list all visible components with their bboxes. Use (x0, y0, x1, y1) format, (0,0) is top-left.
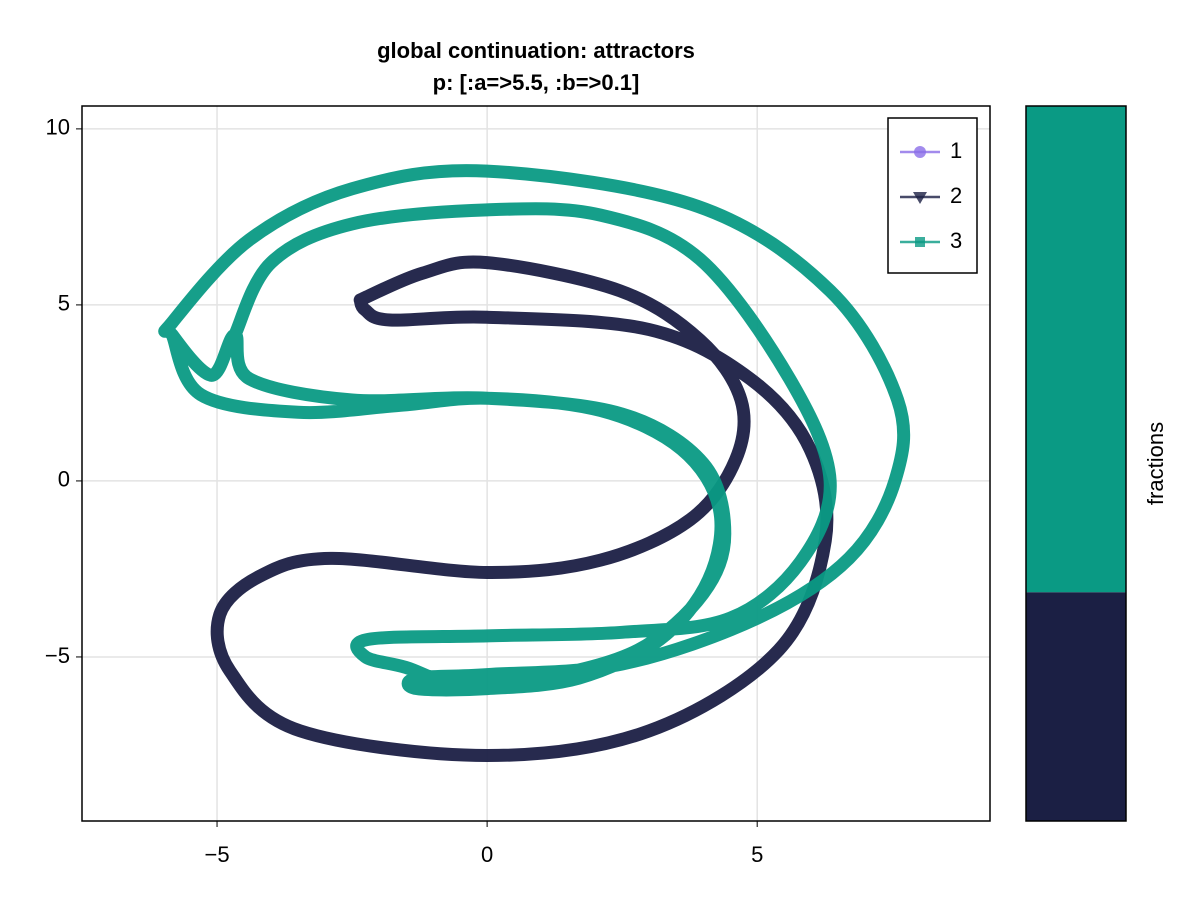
chart-title: global continuation: attractors (377, 38, 695, 63)
bar-frame (1025, 105, 1127, 822)
plot-area (158, 164, 911, 763)
legend-label: 2 (950, 183, 962, 208)
x-tick-label: −5 (204, 842, 229, 867)
y-tick-label: 10 (46, 115, 70, 140)
fraction-bar (1026, 106, 1126, 593)
y-tick-label: −5 (45, 643, 70, 668)
legend-marker (915, 237, 925, 247)
legend-marker (914, 146, 926, 158)
plot-frame (81, 105, 991, 822)
y-tick-label: 0 (58, 467, 70, 492)
y-tick-label: 5 (58, 291, 70, 316)
fraction-bar (1026, 592, 1126, 821)
legend-label: 1 (950, 138, 962, 163)
legend-marker (913, 192, 927, 204)
bar-label: fractions (1143, 422, 1168, 505)
legend-label: 3 (950, 228, 962, 253)
chart-subtitle: p: [:a=>5.5, :b=>0.1] (433, 70, 640, 95)
legend-box (887, 117, 978, 274)
attractor-line (210, 255, 834, 763)
x-tick-label: 0 (481, 842, 493, 867)
attractor-line (158, 164, 911, 697)
x-tick-label: 5 (751, 842, 763, 867)
